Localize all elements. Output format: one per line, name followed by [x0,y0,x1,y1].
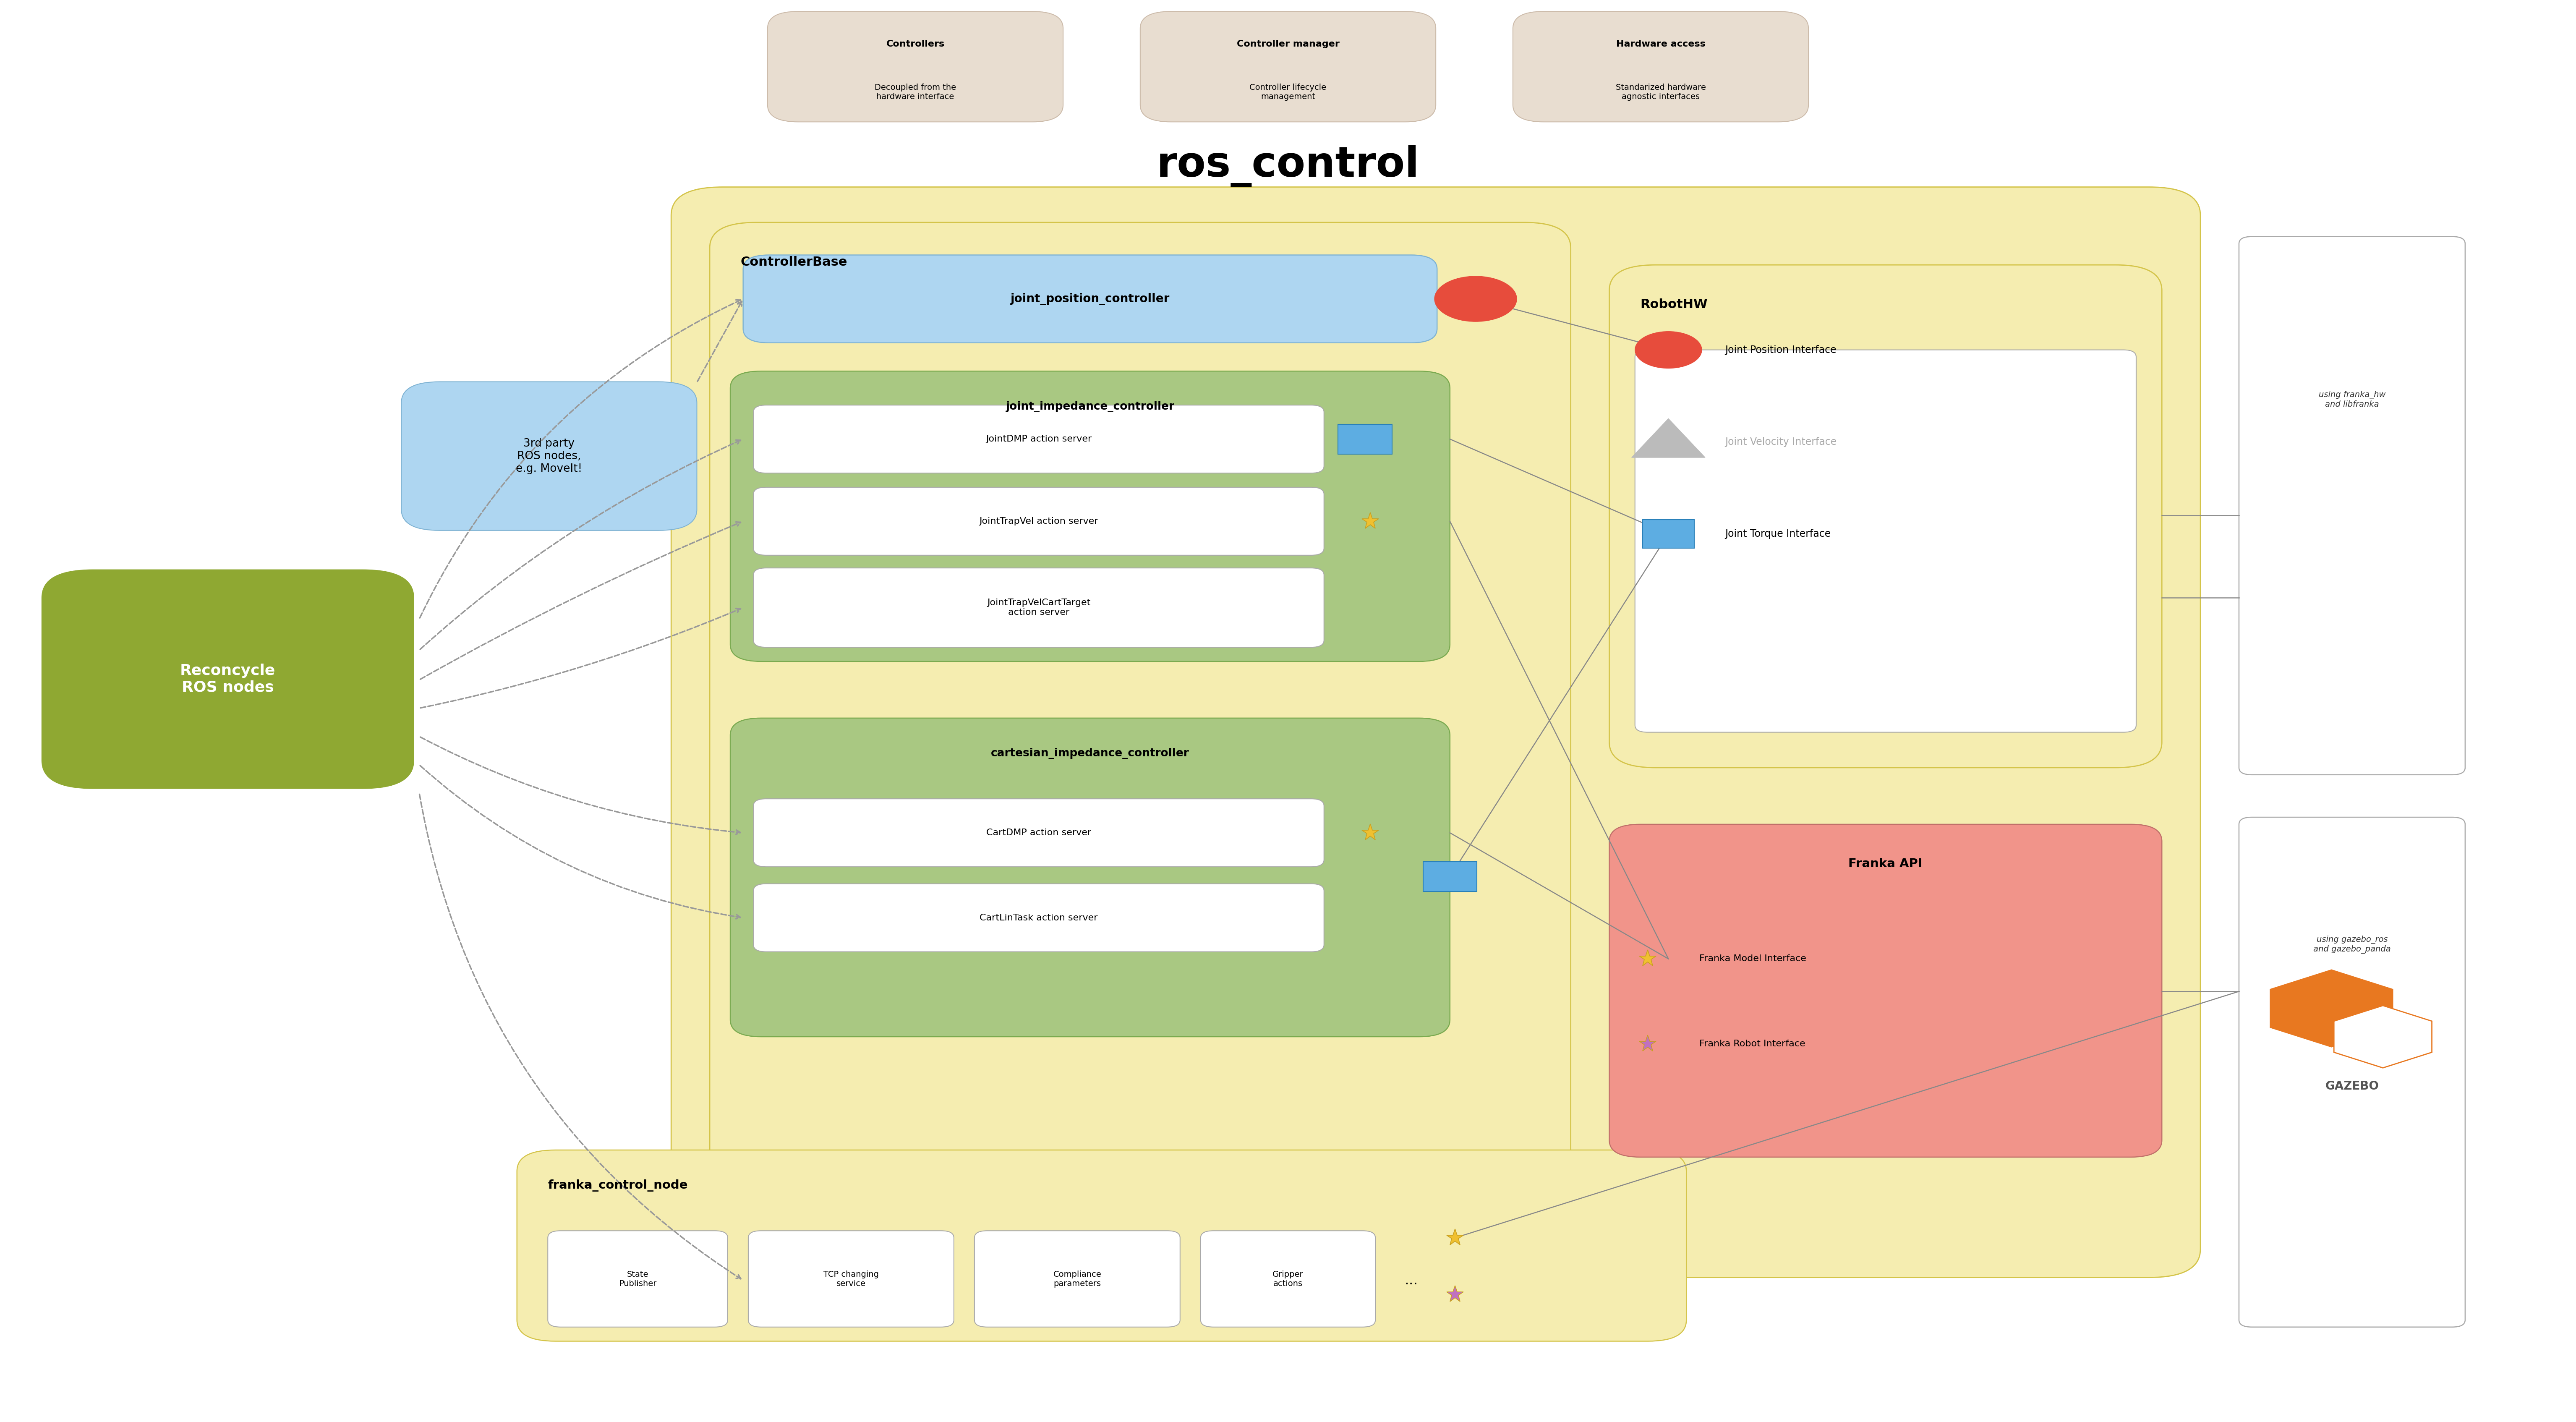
Text: Franka Model Interface: Franka Model Interface [1700,954,1806,963]
Text: Joint Velocity Interface: Joint Velocity Interface [1726,437,1837,447]
Text: 3rd party
ROS nodes,
e.g. MoveIt!: 3rd party ROS nodes, e.g. MoveIt! [515,438,582,474]
FancyBboxPatch shape [1422,862,1476,892]
Text: Joint Position Interface: Joint Position Interface [1726,346,1837,356]
FancyBboxPatch shape [1512,11,1808,122]
Text: ...: ... [1404,1273,1419,1287]
FancyBboxPatch shape [1636,350,2136,732]
Text: using gazebo_ros
and gazebo_panda: using gazebo_ros and gazebo_panda [2313,936,2391,954]
FancyBboxPatch shape [518,1150,1687,1341]
Text: franka_control_node: franka_control_node [549,1179,688,1192]
Polygon shape [1631,418,1705,458]
Text: joint_impedance_controller: joint_impedance_controller [1005,401,1175,412]
FancyBboxPatch shape [1337,424,1391,454]
Text: State
Publisher: State Publisher [618,1270,657,1287]
Text: Controller lifecycle
management: Controller lifecycle management [1249,84,1327,101]
FancyBboxPatch shape [747,1230,953,1327]
Text: JointTrapVel action server: JointTrapVel action server [979,518,1097,526]
FancyBboxPatch shape [1643,520,1695,547]
FancyBboxPatch shape [1610,825,2161,1158]
FancyBboxPatch shape [752,799,1324,867]
Text: JointTrapVelCartTarget
action server: JointTrapVelCartTarget action server [987,599,1090,617]
Text: Compliance
parameters: Compliance parameters [1054,1270,1103,1287]
Text: Standarized hardware
agnostic interfaces: Standarized hardware agnostic interfaces [1615,84,1705,101]
FancyBboxPatch shape [549,1230,726,1327]
Circle shape [1435,276,1517,321]
FancyBboxPatch shape [752,405,1324,474]
Text: Reconcycle
ROS nodes: Reconcycle ROS nodes [180,664,276,694]
Text: CartLinTask action server: CartLinTask action server [979,913,1097,921]
Text: Franka API: Franka API [1850,857,1922,870]
FancyBboxPatch shape [752,488,1324,555]
Text: ControllerBase: ControllerBase [739,256,848,269]
Text: Hardware access: Hardware access [1615,40,1705,48]
FancyBboxPatch shape [742,255,1437,343]
FancyBboxPatch shape [1141,11,1435,122]
Text: Controller manager: Controller manager [1236,40,1340,48]
FancyBboxPatch shape [1610,264,2161,768]
FancyBboxPatch shape [1200,1230,1376,1327]
Text: TCP changing
service: TCP changing service [824,1270,878,1287]
FancyBboxPatch shape [729,371,1450,661]
FancyBboxPatch shape [729,718,1450,1037]
FancyBboxPatch shape [2239,236,2465,775]
Text: Gripper
actions: Gripper actions [1273,1270,1303,1287]
FancyBboxPatch shape [2239,818,2465,1327]
FancyBboxPatch shape [402,381,698,530]
FancyBboxPatch shape [752,567,1324,647]
FancyBboxPatch shape [711,222,1571,1241]
Text: Decoupled from the
hardware interface: Decoupled from the hardware interface [876,84,956,101]
Text: cartesian_impedance_controller: cartesian_impedance_controller [992,748,1190,759]
FancyBboxPatch shape [974,1230,1180,1327]
Text: Controllers: Controllers [886,40,945,48]
Text: using franka_hw
and libfranka: using franka_hw and libfranka [2318,391,2385,408]
FancyBboxPatch shape [752,883,1324,951]
FancyBboxPatch shape [768,11,1064,122]
Text: JointDMP action server: JointDMP action server [987,435,1092,444]
Text: joint_position_controller: joint_position_controller [1010,293,1170,304]
Text: RobotHW: RobotHW [1641,299,1708,310]
Text: Joint Torque Interface: Joint Torque Interface [1726,529,1832,539]
FancyBboxPatch shape [672,188,2200,1277]
Text: GAZEBO: GAZEBO [2326,1081,2378,1092]
Text: ros_control: ros_control [1157,145,1419,186]
Circle shape [1636,331,1703,368]
Text: Franka Robot Interface: Franka Robot Interface [1700,1039,1806,1048]
Text: CartDMP action server: CartDMP action server [987,829,1092,838]
FancyBboxPatch shape [41,569,415,789]
